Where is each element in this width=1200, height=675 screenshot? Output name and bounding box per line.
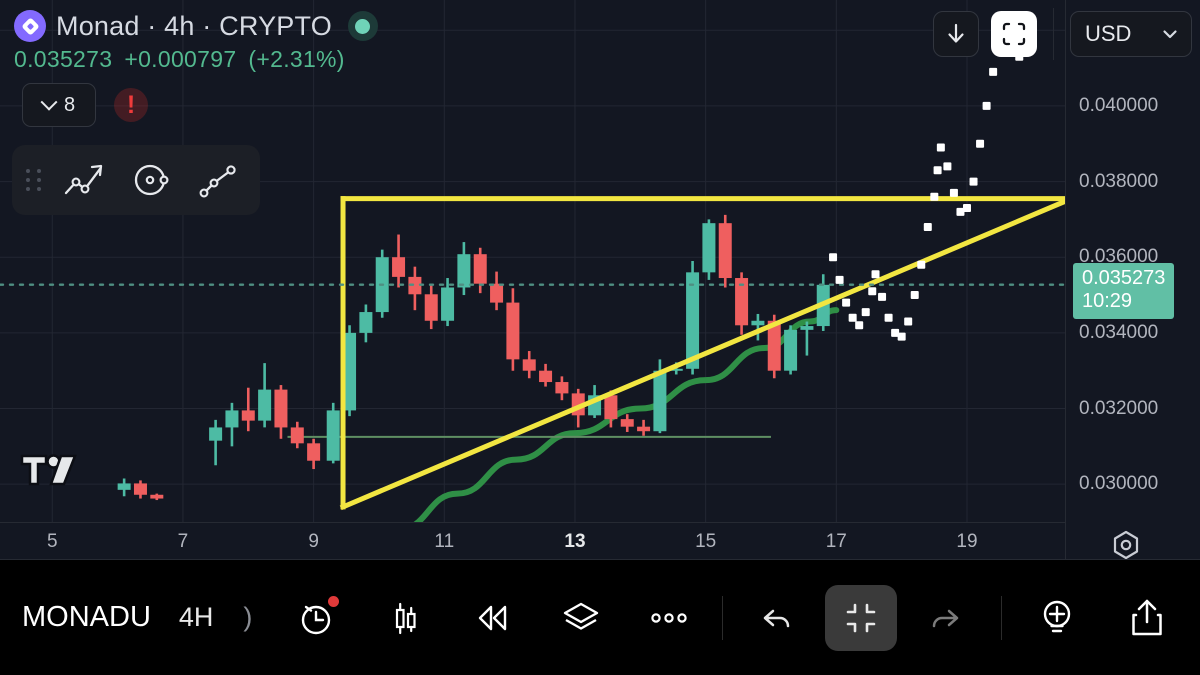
- redo-icon[interactable]: [915, 587, 977, 649]
- time-tick: 13: [564, 531, 586, 552]
- download-arrow-icon[interactable]: [933, 11, 979, 57]
- current-price-time: 10:29: [1082, 290, 1133, 313]
- toolbar-divider-right: [1001, 595, 1003, 640]
- bottom-interval-label[interactable]: 4H: [178, 602, 214, 632]
- alert-glyph: !: [126, 90, 136, 119]
- alert-warning-icon[interactable]: !: [114, 88, 148, 122]
- price-axis-separator: [1065, 0, 1066, 522]
- chevron-down-icon: [40, 93, 58, 111]
- polyline-icon[interactable]: [191, 156, 246, 204]
- time-tick: 15: [695, 531, 717, 552]
- symbol-title[interactable]: Monad · 4h · CRYPTO: [56, 10, 332, 41]
- snapshot-frame-icon[interactable]: [991, 11, 1037, 57]
- time-tick: 5: [46, 531, 58, 552]
- alarm-clock-icon[interactable]: [286, 587, 348, 649]
- symbol-row[interactable]: Monad · 4h · CRYPTO: [14, 10, 1200, 42]
- axis-settings-gear-icon[interactable]: [1109, 528, 1143, 560]
- circle-orbit-icon[interactable]: [125, 156, 180, 204]
- axis-corner-separator: [1065, 522, 1066, 560]
- tradingview-logo-icon: [20, 452, 78, 488]
- indicator-count-label: 8: [63, 93, 76, 116]
- ghost-symbol-top: MONUSD: [30, 556, 147, 560]
- layers-icon[interactable]: [550, 587, 612, 649]
- current-price-value: 0.035273: [1082, 266, 1166, 289]
- exit-fullscreen-icon[interactable]: [825, 584, 898, 651]
- price-tick: 0.032000: [1079, 397, 1159, 419]
- quote-row: 0.035273 +0.000797 (+2.31%): [14, 46, 1200, 73]
- drag-dots-icon[interactable]: [26, 169, 42, 191]
- chevron-down-icon: [1163, 30, 1177, 39]
- time-tick: 9: [308, 531, 319, 552]
- price-tick: 0.030000: [1079, 473, 1159, 495]
- time-tick: 7: [177, 531, 189, 552]
- indicator-row: 8 !: [22, 83, 1200, 127]
- time-tick: 17: [825, 531, 847, 552]
- chart-plot[interactable]: [0, 0, 1065, 522]
- bottom-extra-label[interactable]: ): [243, 602, 253, 632]
- top-right-controls: USD: [933, 8, 1200, 60]
- current-price-tag: 0.035273 10:29: [1073, 262, 1175, 320]
- toolbar-divider: [1053, 8, 1054, 60]
- chart-bottom-border: [0, 559, 1200, 560]
- monad-logo-icon: [14, 10, 46, 42]
- chart-header: Monad · 4h · CRYPTO 0.035273 +0.000797 (…: [0, 0, 1200, 127]
- price-tick: 0.040000: [1079, 94, 1159, 116]
- trend-line-arrow-icon[interactable]: [58, 156, 113, 204]
- change-percent: (+2.31%): [248, 46, 345, 72]
- chart-canvas: [0, 0, 1065, 522]
- undo-icon[interactable]: [745, 587, 807, 649]
- bottom-symbol-label[interactable]: MONADU: [22, 601, 151, 633]
- change-absolute: +0.000797: [124, 46, 237, 72]
- time-axis[interactable]: 5 7 9 11 13 15 17 19: [0, 522, 1065, 560]
- more-options-icon[interactable]: [638, 587, 700, 649]
- time-tick: 11: [434, 531, 455, 552]
- drawing-toolbar[interactable]: [12, 145, 260, 215]
- replay-rewind-icon[interactable]: [462, 587, 524, 649]
- price-tick: 0.034000: [1079, 321, 1159, 343]
- price-tick: 0.038000: [1079, 170, 1159, 192]
- chart-area[interactable]: 0.0420000.0400000.0380000.0360000.034000…: [0, 0, 1200, 560]
- last-price: 0.035273: [14, 46, 113, 72]
- alarm-badge-dot: [328, 595, 340, 607]
- price-tick: 0.036000: [1079, 246, 1159, 268]
- candlestick-type-icon[interactable]: [374, 587, 436, 649]
- time-tick: 19: [956, 531, 978, 552]
- currency-label: USD: [1085, 21, 1132, 46]
- indicator-count-button[interactable]: 8: [22, 83, 96, 127]
- bottom-toolbar[interactable]: MONADU 4H ): [0, 560, 1200, 675]
- toolbar-divider-left: [722, 595, 724, 640]
- market-open-dot-icon: [347, 11, 378, 41]
- add-idea-bulb-icon[interactable]: [1026, 587, 1088, 649]
- share-icon[interactable]: [1116, 587, 1178, 649]
- currency-select[interactable]: USD: [1070, 11, 1192, 57]
